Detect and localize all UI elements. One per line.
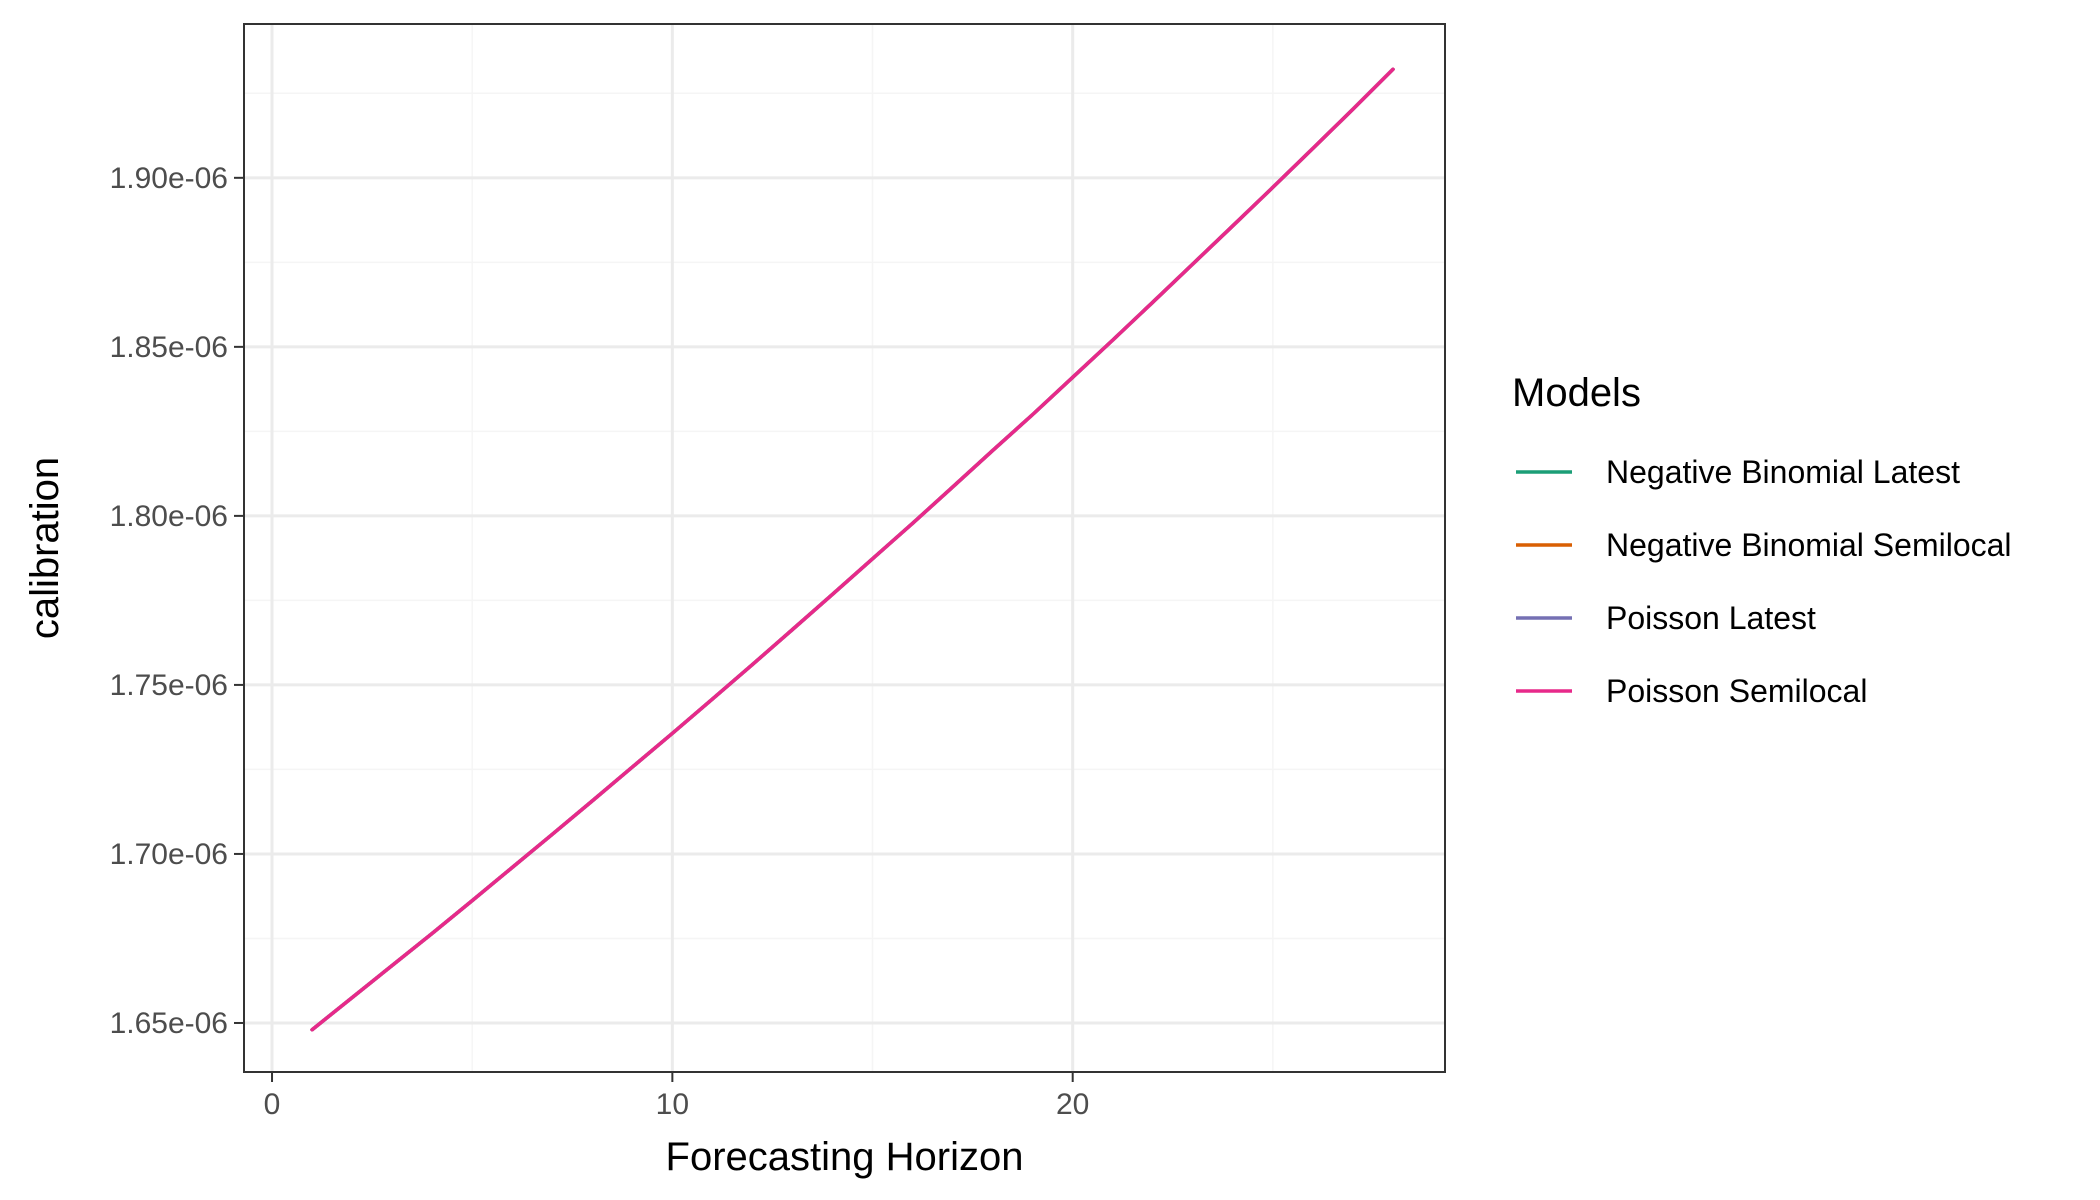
y-axis-title: calibration bbox=[23, 457, 67, 639]
legend-label: Negative Binomial Semilocal bbox=[1606, 527, 2012, 563]
series-line-poisson-semilocal bbox=[310, 67, 1395, 1032]
legend-label: Poisson Latest bbox=[1606, 600, 1816, 636]
y-tick-label: 1.85e-06 bbox=[110, 331, 228, 364]
minor-grid bbox=[244, 24, 1445, 1072]
legend-items: Negative Binomial Latest Negative Binomia… bbox=[1516, 454, 2012, 709]
y-tick-label: 1.65e-06 bbox=[110, 1007, 228, 1040]
y-tick-label: 1.75e-06 bbox=[110, 669, 228, 702]
y-tick-label: 1.80e-06 bbox=[110, 500, 228, 533]
legend-label: Negative Binomial Latest bbox=[1606, 454, 1960, 490]
tick-labels: 0 10 20 1.65e-06 1.70e-06 1.75e-06 1.80e-06 1.8… bbox=[110, 162, 1090, 1121]
series-lines bbox=[310, 67, 1395, 1032]
axis-ticks bbox=[234, 176, 1074, 1082]
legend-label: Poisson Semilocal bbox=[1606, 673, 1867, 709]
panel-border bbox=[243, 23, 1446, 1073]
x-axis-title: Forecasting Horizon bbox=[666, 1135, 1024, 1179]
x-tick-label: 0 bbox=[264, 1088, 281, 1121]
y-tick-label: 1.70e-06 bbox=[110, 838, 228, 871]
legend-title: Models bbox=[1512, 371, 1641, 415]
x-tick-label: 20 bbox=[1056, 1088, 1089, 1121]
x-tick-label: 10 bbox=[656, 1088, 689, 1121]
major-grid bbox=[244, 24, 1445, 1072]
y-tick-label: 1.90e-06 bbox=[110, 162, 228, 195]
legend: Models Negative Binomial LatestNegative … bbox=[1512, 371, 2012, 709]
